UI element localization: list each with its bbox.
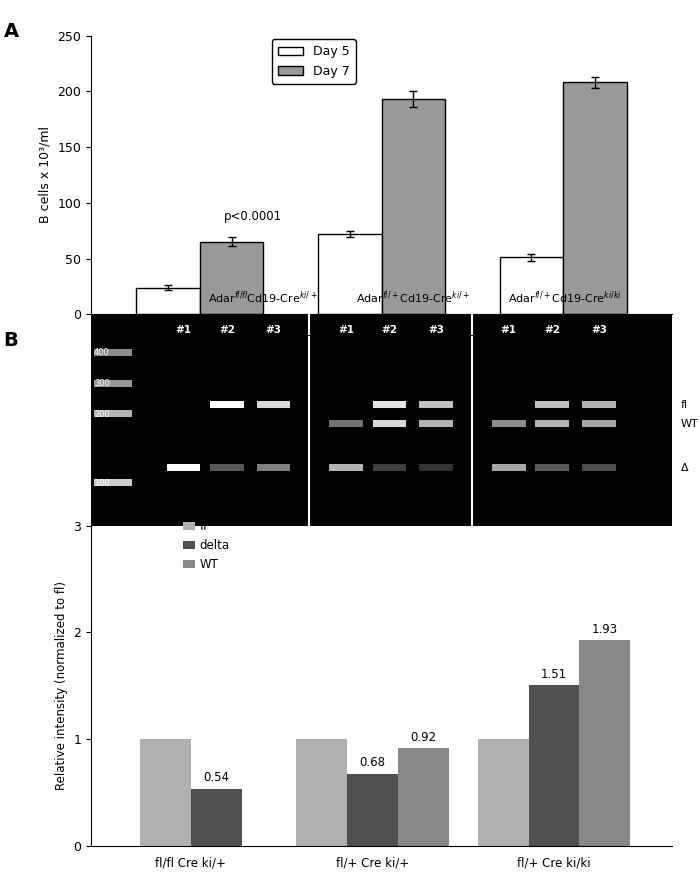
- Text: p<0.0001: p<0.0001: [223, 209, 281, 223]
- FancyBboxPatch shape: [94, 380, 132, 387]
- Bar: [398, 748, 449, 846]
- Text: 300: 300: [94, 379, 110, 388]
- Text: A: A: [4, 22, 19, 41]
- Bar: [580, 640, 630, 846]
- Text: #3: #3: [265, 324, 281, 335]
- FancyBboxPatch shape: [94, 479, 132, 486]
- FancyBboxPatch shape: [419, 401, 453, 408]
- Bar: [136, 288, 200, 315]
- Text: 0.54: 0.54: [203, 772, 230, 784]
- Bar: [200, 241, 263, 315]
- Bar: [500, 257, 563, 315]
- Bar: [296, 740, 347, 846]
- FancyBboxPatch shape: [373, 421, 407, 427]
- FancyBboxPatch shape: [329, 421, 363, 427]
- Text: B: B: [4, 331, 18, 350]
- Text: Adar$^{fl/+}$Cd19-Cre$^{ki/ki}$: Adar$^{fl/+}$Cd19-Cre$^{ki/ki}$: [508, 290, 622, 306]
- Legend: Day 5, Day 7: Day 5, Day 7: [272, 39, 356, 84]
- Text: 200: 200: [94, 410, 110, 419]
- FancyBboxPatch shape: [582, 421, 615, 427]
- Bar: [347, 773, 398, 846]
- Text: #3: #3: [428, 324, 444, 335]
- Bar: [140, 740, 191, 846]
- FancyBboxPatch shape: [582, 401, 615, 408]
- FancyBboxPatch shape: [94, 411, 132, 417]
- Bar: [382, 99, 445, 315]
- Bar: [528, 685, 580, 846]
- Bar: [477, 740, 528, 846]
- Text: 1.93: 1.93: [592, 623, 618, 635]
- Text: #2: #2: [545, 324, 560, 335]
- FancyBboxPatch shape: [536, 464, 569, 471]
- FancyBboxPatch shape: [536, 401, 569, 408]
- Y-axis label: B cells x 10³/ml: B cells x 10³/ml: [38, 127, 52, 224]
- Text: 400: 400: [94, 348, 110, 357]
- FancyBboxPatch shape: [373, 464, 407, 471]
- FancyBboxPatch shape: [419, 464, 453, 471]
- Text: 100: 100: [94, 478, 110, 487]
- Text: #1: #1: [338, 324, 354, 335]
- FancyBboxPatch shape: [419, 421, 453, 427]
- Text: 0.92: 0.92: [410, 731, 436, 744]
- Text: 1.51: 1.51: [541, 667, 567, 681]
- Text: Adar$^{fl/fl}$Cd19-Cre$^{ki/+}$: Adar$^{fl/fl}$Cd19-Cre$^{ki/+}$: [208, 290, 317, 306]
- FancyBboxPatch shape: [492, 464, 526, 471]
- Bar: [318, 234, 382, 315]
- FancyBboxPatch shape: [582, 464, 615, 471]
- Legend: fl, delta, WT: fl, delta, WT: [178, 515, 234, 576]
- Text: Adar$^{fl/+}$Cd19-Cre$^{ki/+}$: Adar$^{fl/+}$Cd19-Cre$^{ki/+}$: [356, 290, 470, 306]
- Text: #2: #2: [219, 324, 235, 335]
- FancyBboxPatch shape: [257, 401, 290, 408]
- FancyBboxPatch shape: [329, 464, 363, 471]
- FancyBboxPatch shape: [536, 421, 569, 427]
- FancyBboxPatch shape: [257, 464, 290, 471]
- Text: #2: #2: [382, 324, 398, 335]
- FancyBboxPatch shape: [210, 401, 244, 408]
- FancyBboxPatch shape: [94, 349, 132, 356]
- FancyBboxPatch shape: [492, 421, 526, 427]
- Text: #1: #1: [500, 324, 517, 335]
- FancyBboxPatch shape: [167, 464, 200, 471]
- Text: 0.68: 0.68: [359, 756, 386, 770]
- Bar: [191, 789, 242, 846]
- Text: #3: #3: [591, 324, 607, 335]
- Text: Δ: Δ: [680, 463, 688, 473]
- FancyBboxPatch shape: [373, 401, 407, 408]
- Text: fl: fl: [680, 399, 688, 410]
- Bar: [563, 83, 626, 315]
- FancyBboxPatch shape: [210, 464, 244, 471]
- Y-axis label: Relative intensity (normalized to fl): Relative intensity (normalized to fl): [55, 582, 68, 790]
- Text: WT: WT: [680, 419, 699, 429]
- Text: #1: #1: [176, 324, 191, 335]
